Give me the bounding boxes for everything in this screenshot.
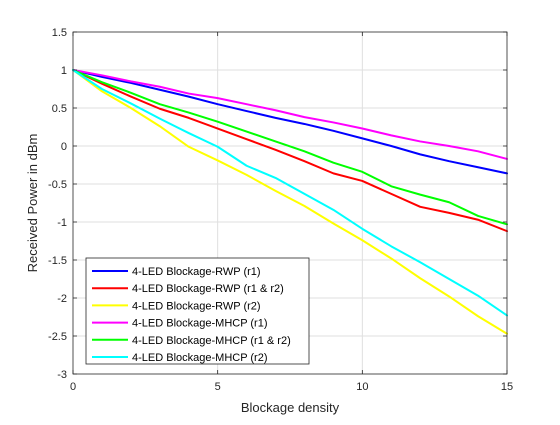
y-tick-label: -0.5 [48, 179, 67, 191]
y-tick-label: -1.5 [48, 255, 67, 267]
legend-label-1: 4-LED Blockage-RWP (r1) [132, 266, 261, 278]
y-tick-label: -2.5 [48, 331, 67, 343]
x-tick-label: 15 [501, 381, 513, 393]
y-tick-label: -3 [57, 369, 67, 381]
y-tick-label: -2 [57, 293, 67, 305]
x-axis-label: Blockage density [241, 400, 340, 415]
series-line-6 [72, 69, 508, 317]
legend-label-2: 4-LED Blockage-RWP (r1 & r2) [132, 283, 284, 295]
series-line-5 [72, 69, 508, 226]
x-tick-label: 0 [70, 381, 76, 393]
y-tick-label: 0 [61, 141, 67, 153]
legend-label-5: 4-LED Blockage-MHCP (r1 & r2) [132, 335, 291, 347]
axes-layer [72, 31, 508, 375]
x-tick-label: 10 [356, 381, 368, 393]
legend-box [85, 257, 310, 365]
legend-label-6: 4-LED Blockage-MHCP (r2) [132, 352, 268, 364]
y-axis-label: Received Power in dBm [25, 134, 40, 273]
series-line-4 [72, 69, 508, 160]
y-tick-label: 0.5 [52, 103, 67, 115]
series-line-2 [72, 69, 508, 233]
legend-label-4: 4-LED Blockage-MHCP (r1) [132, 318, 268, 330]
x-tick-label: 5 [215, 381, 221, 393]
series-layer [72, 69, 508, 335]
y-tick-label: 1.5 [52, 27, 67, 39]
series-line-1 [72, 69, 508, 175]
series-line-3 [72, 69, 508, 335]
ticks-layer: 0 5 10 15 -3 -2.5 -2 -1.5 -1 -0.5 0 0.5 1 1.5 [48, 27, 513, 393]
y-tick-label: 1 [61, 65, 67, 77]
legend-label-3: 4-LED Blockage-RWP (r2) [132, 300, 261, 312]
y-tick-label: -1 [57, 217, 67, 229]
legend: 4-LED Blockage-RWP (r1) 4-LED Blockage-RW… [85, 257, 310, 365]
axes-box [72, 31, 508, 375]
